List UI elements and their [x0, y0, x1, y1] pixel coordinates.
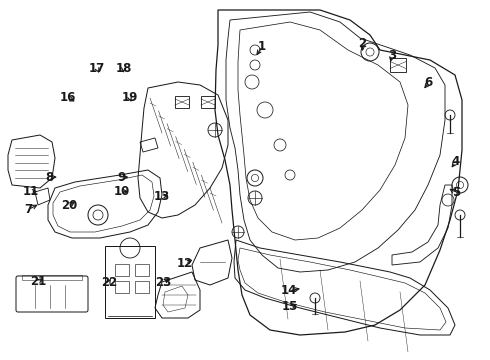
Bar — [135, 281, 149, 293]
Bar — [115, 281, 129, 293]
Text: 15: 15 — [282, 300, 298, 313]
Bar — [201, 96, 215, 108]
Text: 4: 4 — [452, 156, 460, 168]
Text: 12: 12 — [177, 257, 194, 270]
Bar — [390, 58, 406, 72]
Text: 8: 8 — [45, 171, 53, 184]
Text: 7: 7 — [24, 203, 32, 216]
Text: 19: 19 — [122, 91, 138, 104]
Text: 3: 3 — [388, 49, 396, 62]
Text: 2: 2 — [359, 37, 367, 50]
Text: 14: 14 — [281, 284, 297, 297]
Text: 23: 23 — [155, 276, 172, 289]
Text: 13: 13 — [153, 190, 170, 203]
Text: 1: 1 — [258, 40, 266, 53]
Text: 20: 20 — [61, 199, 78, 212]
Text: 22: 22 — [100, 276, 117, 289]
Bar — [115, 264, 129, 276]
Text: 5: 5 — [452, 186, 460, 199]
Text: 16: 16 — [59, 91, 76, 104]
Bar — [22, 275, 82, 280]
Text: 9: 9 — [118, 171, 125, 184]
Text: 17: 17 — [89, 62, 105, 75]
Bar — [135, 264, 149, 276]
Text: 21: 21 — [30, 275, 47, 288]
Text: 10: 10 — [113, 185, 130, 198]
Bar — [175, 96, 189, 108]
Text: 6: 6 — [425, 76, 433, 89]
Text: 18: 18 — [115, 62, 132, 75]
Bar — [105, 246, 155, 318]
Text: 11: 11 — [22, 185, 39, 198]
